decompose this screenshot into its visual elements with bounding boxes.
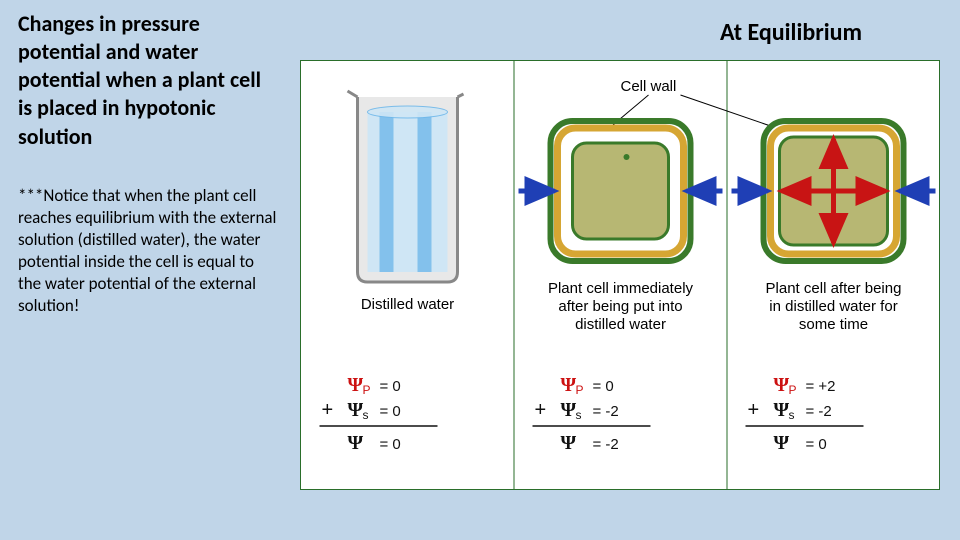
svg-text:Ψ: Ψ bbox=[348, 432, 364, 454]
svg-text:= -2: = -2 bbox=[593, 403, 619, 420]
svg-text:after being put into: after being put into bbox=[558, 298, 682, 315]
svg-text:+: + bbox=[535, 399, 547, 421]
svg-text:Plant cell immediately: Plant cell immediately bbox=[548, 280, 694, 297]
diagram-figure: Cell wallDistilled waterΨP= 0+Ψs= 0Ψ= 0P… bbox=[300, 60, 940, 490]
svg-text:= 0: = 0 bbox=[806, 436, 827, 453]
svg-text:= 0: = 0 bbox=[380, 403, 401, 420]
svg-text:Ψ: Ψ bbox=[348, 374, 364, 396]
svg-text:Plant cell after being: Plant cell after being bbox=[766, 280, 902, 297]
svg-text:s: s bbox=[789, 408, 795, 422]
svg-text:in distilled water for: in distilled water for bbox=[769, 298, 897, 315]
svg-text:Distilled water: Distilled water bbox=[361, 296, 454, 313]
svg-text:Ψ: Ψ bbox=[561, 399, 577, 421]
svg-text:= +2: = +2 bbox=[806, 378, 836, 395]
svg-text:+: + bbox=[748, 399, 760, 421]
svg-text:s: s bbox=[363, 408, 369, 422]
svg-text:distilled water: distilled water bbox=[575, 316, 666, 333]
svg-text:= 0: = 0 bbox=[380, 378, 401, 395]
page-title: Changes in pressure potential and water … bbox=[18, 10, 278, 151]
svg-text:Ψ: Ψ bbox=[561, 374, 577, 396]
svg-text:some time: some time bbox=[799, 316, 868, 333]
svg-text:Ψ: Ψ bbox=[561, 432, 577, 454]
svg-text:= 0: = 0 bbox=[380, 436, 401, 453]
svg-text:= -2: = -2 bbox=[806, 403, 832, 420]
svg-text:P: P bbox=[363, 383, 371, 397]
svg-text:+: + bbox=[322, 399, 334, 421]
svg-text:Cell wall: Cell wall bbox=[621, 78, 677, 95]
svg-text:Ψ: Ψ bbox=[774, 432, 790, 454]
equilibrium-heading: At Equilibrium bbox=[720, 18, 862, 47]
svg-text:= 0: = 0 bbox=[593, 378, 614, 395]
svg-text:P: P bbox=[789, 383, 797, 397]
svg-text:Ψ: Ψ bbox=[774, 399, 790, 421]
svg-text:Ψ: Ψ bbox=[348, 399, 364, 421]
notice-text: ***Notice that when the plant cell reach… bbox=[18, 185, 278, 318]
svg-text:Ψ: Ψ bbox=[774, 374, 790, 396]
svg-text:P: P bbox=[576, 383, 584, 397]
svg-text:s: s bbox=[576, 408, 582, 422]
svg-text:= -2: = -2 bbox=[593, 436, 619, 453]
